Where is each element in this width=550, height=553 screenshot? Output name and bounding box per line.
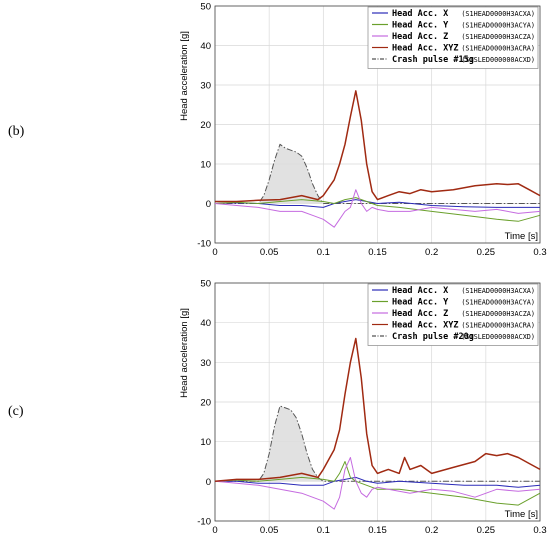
x-tick-label: 0.25 [477,525,496,536]
x-tick-label: 0.1 [317,525,330,536]
series-line-head-acc-z [214,457,541,510]
legend-label: Head Acc. Y [392,21,449,31]
legend-code: (S1HEAD0000H3ACXA) [461,287,535,295]
y-tick-label: 20 [200,398,211,409]
legend-code: (S1HEAD0000H3ACYA) [461,299,535,307]
series-line-head-acc-x [215,476,541,488]
x-tick-label: 0.15 [368,247,387,258]
series-fill-crash-pulse [215,405,540,482]
y-axis-title: Head acceleration [g] [179,31,190,121]
y-tick-label: 0 [206,199,211,210]
legend: Head Acc. X (S1HEAD0000H3ACXA) Head Acc. Y… [367,283,539,346]
y-tick-label: 40 [200,318,211,329]
legend-label: Head Acc. Z [392,309,448,319]
x-axis-title: Time [s] [505,231,538,242]
x-tick-label: 0.2 [425,247,438,258]
legend-code: (S1HEAD0000H3ACYA) [461,22,535,30]
panel-label-c: (c) [8,404,24,419]
y-tick-label: 0 [206,477,211,488]
x-axis-title: Time [s] [505,509,538,520]
series-line-head-acc-xyz [214,337,541,483]
legend-code: (S1HEAD0000H3ACZA) [461,33,535,41]
series-fill-crash-pulse [215,144,540,204]
legend-code: (S1SLED000000ACXD) [461,333,535,341]
legend-box [367,6,539,69]
y-tick-label: -10 [197,239,211,250]
legend-label: Head Acc. Z [392,32,448,42]
panel-label-b: (b) [8,124,25,139]
y-tick-label: -10 [197,517,211,528]
series-line-head-acc-y [214,461,541,506]
legend-code: (S1SLED000000ACXD) [461,56,535,64]
series-line-head-acc-xyz [215,90,541,203]
x-tick-label: 0.15 [368,525,387,536]
y-tick-label: 30 [200,358,211,369]
legend-label: Crash pulse #15g [392,55,474,65]
series-line-crash-pulse-15g [215,143,540,204]
x-tick-label: 0.25 [477,247,496,258]
x-tick-label: 0 [212,247,217,258]
legend-label: Head Acc. XYZ [392,44,459,54]
legend-code: (S1HEAD0000H3ACRA) [461,45,535,53]
chart-panel-b: 0 0.05 0.1 0.15 0.2 0.25 0.3-1001020304050Time… [179,2,547,259]
series-line-head-acc-x [214,199,540,208]
x-tick-label: 0.1 [317,247,330,258]
legend-label: Head Acc. XYZ [392,321,459,331]
y-tick-label: 10 [200,160,211,171]
legend-label: Head Acc. X [392,9,448,19]
y-tick-label: 50 [200,279,211,290]
x-tick-label: 0.2 [425,525,438,536]
legend-label: Head Acc. Y [392,298,449,308]
series-line-crash-pulse-20g [215,405,540,482]
legend-label: Head Acc. X [392,286,448,296]
legend-code: (S1HEAD0000H3ACZA) [461,310,535,318]
x-tick-label: 0 [212,525,217,536]
y-tick-label: 50 [200,2,211,13]
legend-box [367,283,539,346]
y-tick-label: 20 [200,120,211,131]
legend-code: (S1HEAD0000H3ACRA) [461,322,535,330]
x-tick-label: 0.3 [533,247,546,258]
y-tick-label: 10 [200,437,211,448]
x-tick-label: 0.05 [260,525,279,536]
x-tick-label: 0.05 [260,247,279,258]
legend-code: (S1HEAD0000H3ACXA) [461,10,535,18]
plot-frame [214,5,541,244]
legend: Head Acc. X (S1HEAD0000H3ACXA) Head Acc. Y… [367,6,539,69]
x-tick-label: 0.3 [533,525,546,536]
series-line-head-acc-y [214,197,541,222]
legend-label: Crash pulse #20g [392,332,474,342]
y-tick-label: 40 [200,41,211,52]
y-axis-title: Head acceleration [g] [179,308,190,398]
plot-frame [214,282,541,522]
y-tick-label: 30 [200,81,211,92]
series-line-head-acc-z [214,189,541,228]
chart-panel-c: 0 0.05 0.1 0.15 0.2 0.25 0.3-1001020304050Time… [179,279,547,537]
